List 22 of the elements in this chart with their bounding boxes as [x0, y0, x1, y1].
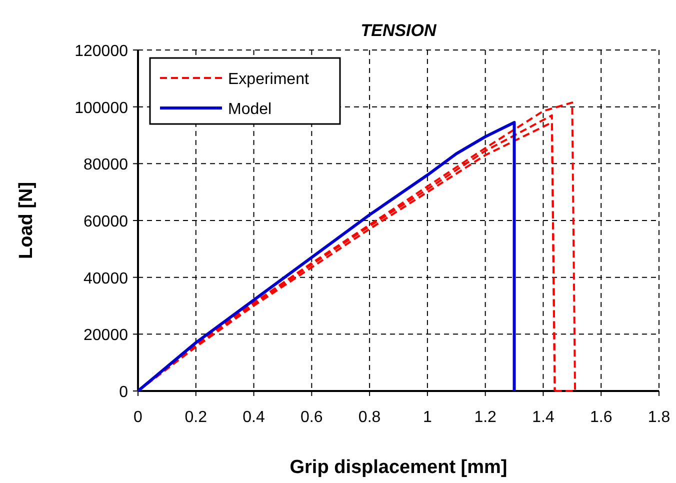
y-tick-label: 60000 [84, 214, 128, 230]
y-tick-label: 80000 [84, 156, 128, 174]
x-tick-label: 0.8 [358, 409, 381, 426]
x-tick-label: 0.4 [242, 409, 265, 426]
y-axis-title: Load [N] [16, 182, 37, 260]
legend-label: Model [228, 101, 272, 118]
legend-label: Experiment [228, 71, 310, 88]
y-tick-label: 20000 [84, 327, 128, 344]
chart-title: TENSION [360, 21, 438, 40]
x-tick-label: 1.4 [532, 409, 554, 426]
x-tick-label: 1.2 [474, 409, 497, 426]
y-tick-label: 0 [119, 384, 128, 401]
y-tick-label: 100000 [74, 100, 128, 117]
y-tick-label: 120000 [74, 43, 128, 60]
x-tick-label: 1.8 [648, 409, 670, 426]
x-tick-label: 0 [134, 409, 143, 426]
x-axis-title: Grip displacement [mm] [290, 457, 508, 478]
x-tick-label: 0.2 [184, 409, 208, 426]
x-tick-label: 1 [422, 409, 432, 426]
x-tick-label: 1.6 [590, 409, 612, 426]
x-tick-label: 0.6 [300, 409, 323, 426]
y-tick-label: 40000 [84, 270, 128, 288]
